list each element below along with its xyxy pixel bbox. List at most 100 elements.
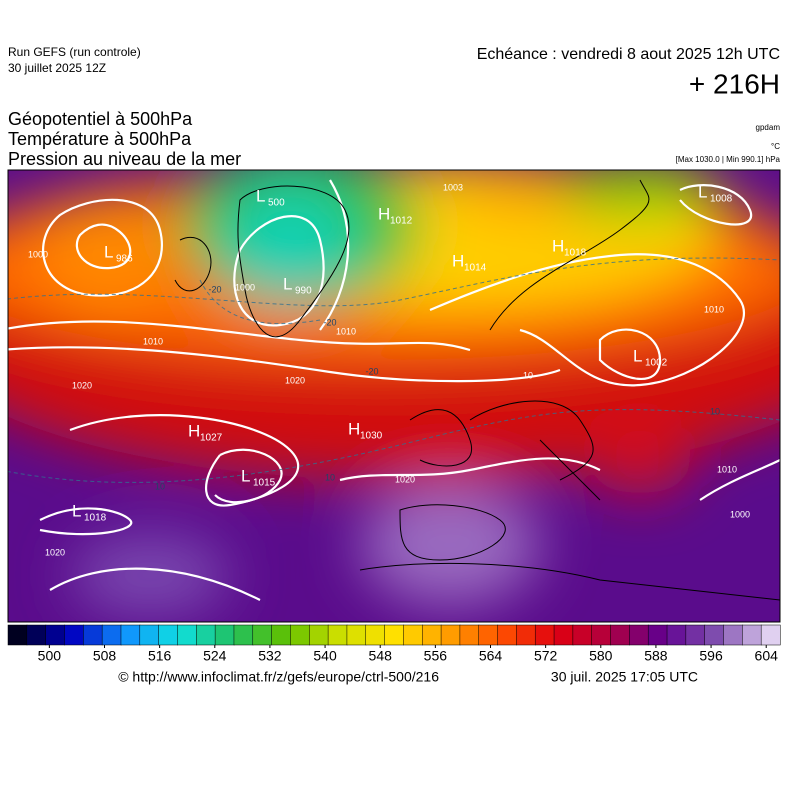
center-kind: L: [104, 242, 113, 261]
contour-label: -20: [323, 317, 336, 327]
unit: [Max 1030.0 | Min 990.1] hPa: [676, 155, 781, 164]
colorbar-cell: [591, 624, 612, 646]
contour-label: 1000: [730, 509, 750, 519]
contour-label: 1020: [395, 474, 415, 484]
footer-source: © http://www.infoclimat.fr/z/gefs/europe…: [118, 669, 439, 685]
center-value: 1002: [645, 358, 668, 369]
map: [8, 170, 780, 622]
contour-label: 1000: [28, 249, 48, 259]
colorbar-tick-label: 572: [534, 648, 558, 664]
colorbar-cell: [553, 624, 574, 646]
center-value: 986: [116, 254, 133, 265]
valid-time: Echéance : vendredi 8 aout 2025 12h UTC: [477, 46, 780, 63]
colorbar-tick-label: 556: [424, 648, 448, 664]
center-value: 1018: [564, 248, 587, 259]
unit: gpdam: [756, 123, 781, 132]
center-value: 1015: [253, 478, 276, 489]
colorbar-cell: [742, 624, 762, 646]
colorbar-cell: [233, 624, 254, 646]
pressure-center: H 1030: [348, 419, 383, 441]
colorbar-cell: [647, 624, 668, 646]
colorbar-cell: [478, 624, 499, 646]
contour-label: 1010: [143, 336, 163, 346]
colorbar-cell: [365, 624, 386, 646]
contour-label: 1000: [235, 282, 255, 292]
center-kind: L: [633, 346, 642, 365]
contour-label: 1010: [336, 326, 356, 336]
colorbar-cell: [177, 624, 197, 646]
pressure-center: L 500: [256, 186, 285, 208]
center-kind: L: [72, 501, 81, 520]
pressure-center: H 1027: [188, 421, 223, 443]
colorbar-cell: [139, 624, 160, 646]
colorbar-tick-label: 564: [479, 648, 503, 664]
colorbar-tick-label: 540: [313, 648, 337, 664]
field-title: Température à 500hPa: [8, 129, 192, 149]
map-frame: [7, 169, 781, 623]
colorbar-tick-label: 508: [93, 648, 117, 664]
unit: °C: [771, 142, 780, 151]
center-kind: L: [698, 182, 707, 201]
center-value: 1030: [360, 431, 383, 442]
colorbar-cell: [309, 624, 329, 646]
footer-time: 30 juil. 2025 17:05 UTC: [551, 669, 698, 685]
colorbar-cell: [101, 624, 122, 646]
pressure-center: H 1012: [378, 204, 413, 226]
center-kind: L: [256, 186, 265, 205]
center-kind: H: [378, 204, 390, 223]
center-kind: H: [348, 419, 360, 438]
colorbar-tick-label: 580: [589, 648, 613, 664]
colorbar-tick-label: 548: [369, 648, 393, 664]
colorbar-cell: [158, 624, 179, 646]
contour-label: 10: [325, 472, 335, 482]
pressure-center: L 990: [283, 274, 312, 296]
colorbar-cell: [760, 624, 781, 646]
center-kind: L: [283, 274, 292, 293]
colorbar-tick-label: 524: [203, 648, 227, 664]
center-kind: H: [452, 251, 464, 270]
colorbar-cell: [7, 624, 28, 646]
pressure-center: L 986: [104, 242, 133, 264]
colorbar-cell: [572, 624, 593, 646]
colorbar-cell: [26, 624, 47, 646]
pressure-center: L 1015: [241, 466, 276, 488]
contour-label: 1010: [704, 304, 724, 314]
center-value: 1008: [710, 194, 733, 205]
center-kind: H: [188, 421, 200, 440]
colorbar-tick-label: 588: [644, 648, 668, 664]
run-date: 30 juillet 2025 12Z: [8, 61, 106, 75]
colorbar-tick-label: 604: [755, 648, 779, 664]
colorbar-tick-label: 532: [258, 648, 282, 664]
colorbar-cell: [629, 624, 649, 646]
colorbar-cell: [534, 624, 555, 646]
colorbar-cell: [403, 624, 423, 646]
colorbar-tick-label: 516: [148, 648, 172, 664]
center-kind: H: [552, 236, 564, 255]
colorbar-cell: [64, 624, 84, 646]
colorbar-cell: [610, 624, 630, 646]
center-value: 1018: [84, 513, 107, 524]
colorbar-cell: [723, 624, 743, 646]
center-value: 1027: [200, 433, 223, 444]
center-value: 1014: [464, 263, 487, 274]
center-kind: L: [241, 466, 250, 485]
colorbar-cell: [421, 624, 442, 646]
center-value: 500: [268, 198, 285, 209]
colorbar-cell: [252, 624, 273, 646]
center-value: 1012: [390, 216, 413, 227]
contour-label: 1020: [285, 375, 305, 385]
contour-label: 1003: [443, 182, 463, 192]
colorbar-cell: [666, 624, 687, 646]
colorbar-cell: [120, 624, 141, 646]
contour-label: 10: [523, 370, 533, 380]
pressure-center: L 1002: [633, 346, 668, 368]
contour-label: 10: [155, 481, 165, 491]
colorbar-cell: [440, 624, 461, 646]
colorbar-cell: [346, 624, 367, 646]
lead-time: + 216H: [689, 68, 780, 99]
contour-label: -20: [208, 284, 221, 294]
colorbar-cell: [327, 624, 348, 646]
colorbar-cell: [384, 624, 404, 646]
colorbar-tick-label: 500: [38, 648, 62, 664]
